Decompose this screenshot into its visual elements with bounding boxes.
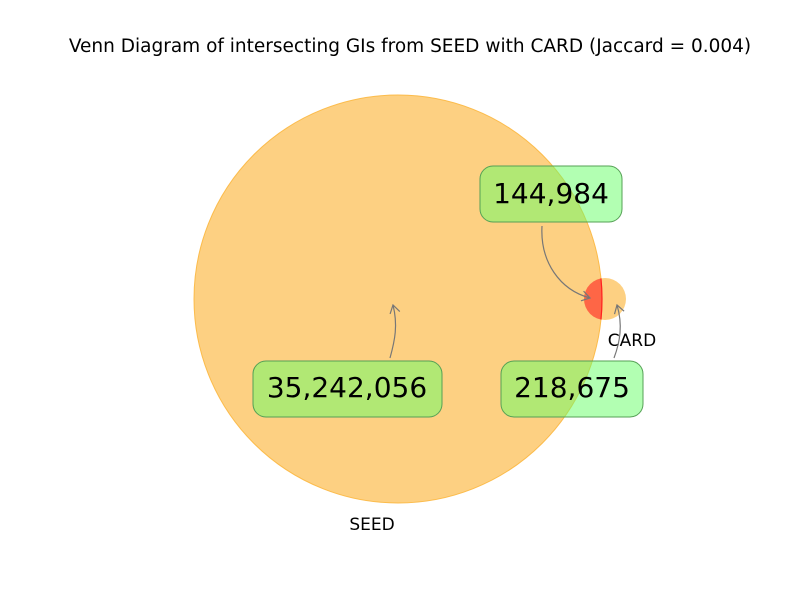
card-only-count-label: 218,675 bbox=[514, 371, 630, 404]
intersection-arrow bbox=[541, 225, 592, 302]
card-set-label: CARD bbox=[608, 331, 656, 351]
seed-only-arrow bbox=[389, 303, 401, 359]
seed-only-count-label: 35,242,056 bbox=[267, 371, 427, 404]
card-only-arrow bbox=[613, 303, 625, 359]
seed-circle bbox=[193, 94, 603, 504]
intersection-region bbox=[584, 278, 603, 320]
seed-only-label-box bbox=[252, 360, 443, 418]
intersection-count-label: 144,984 bbox=[493, 177, 609, 210]
card-only-label-box bbox=[500, 360, 644, 418]
intersection-label-box bbox=[479, 165, 623, 223]
seed-set-label: SEED bbox=[349, 515, 394, 535]
chart-title: Venn Diagram of intersecting GIs from SE… bbox=[69, 36, 751, 57]
